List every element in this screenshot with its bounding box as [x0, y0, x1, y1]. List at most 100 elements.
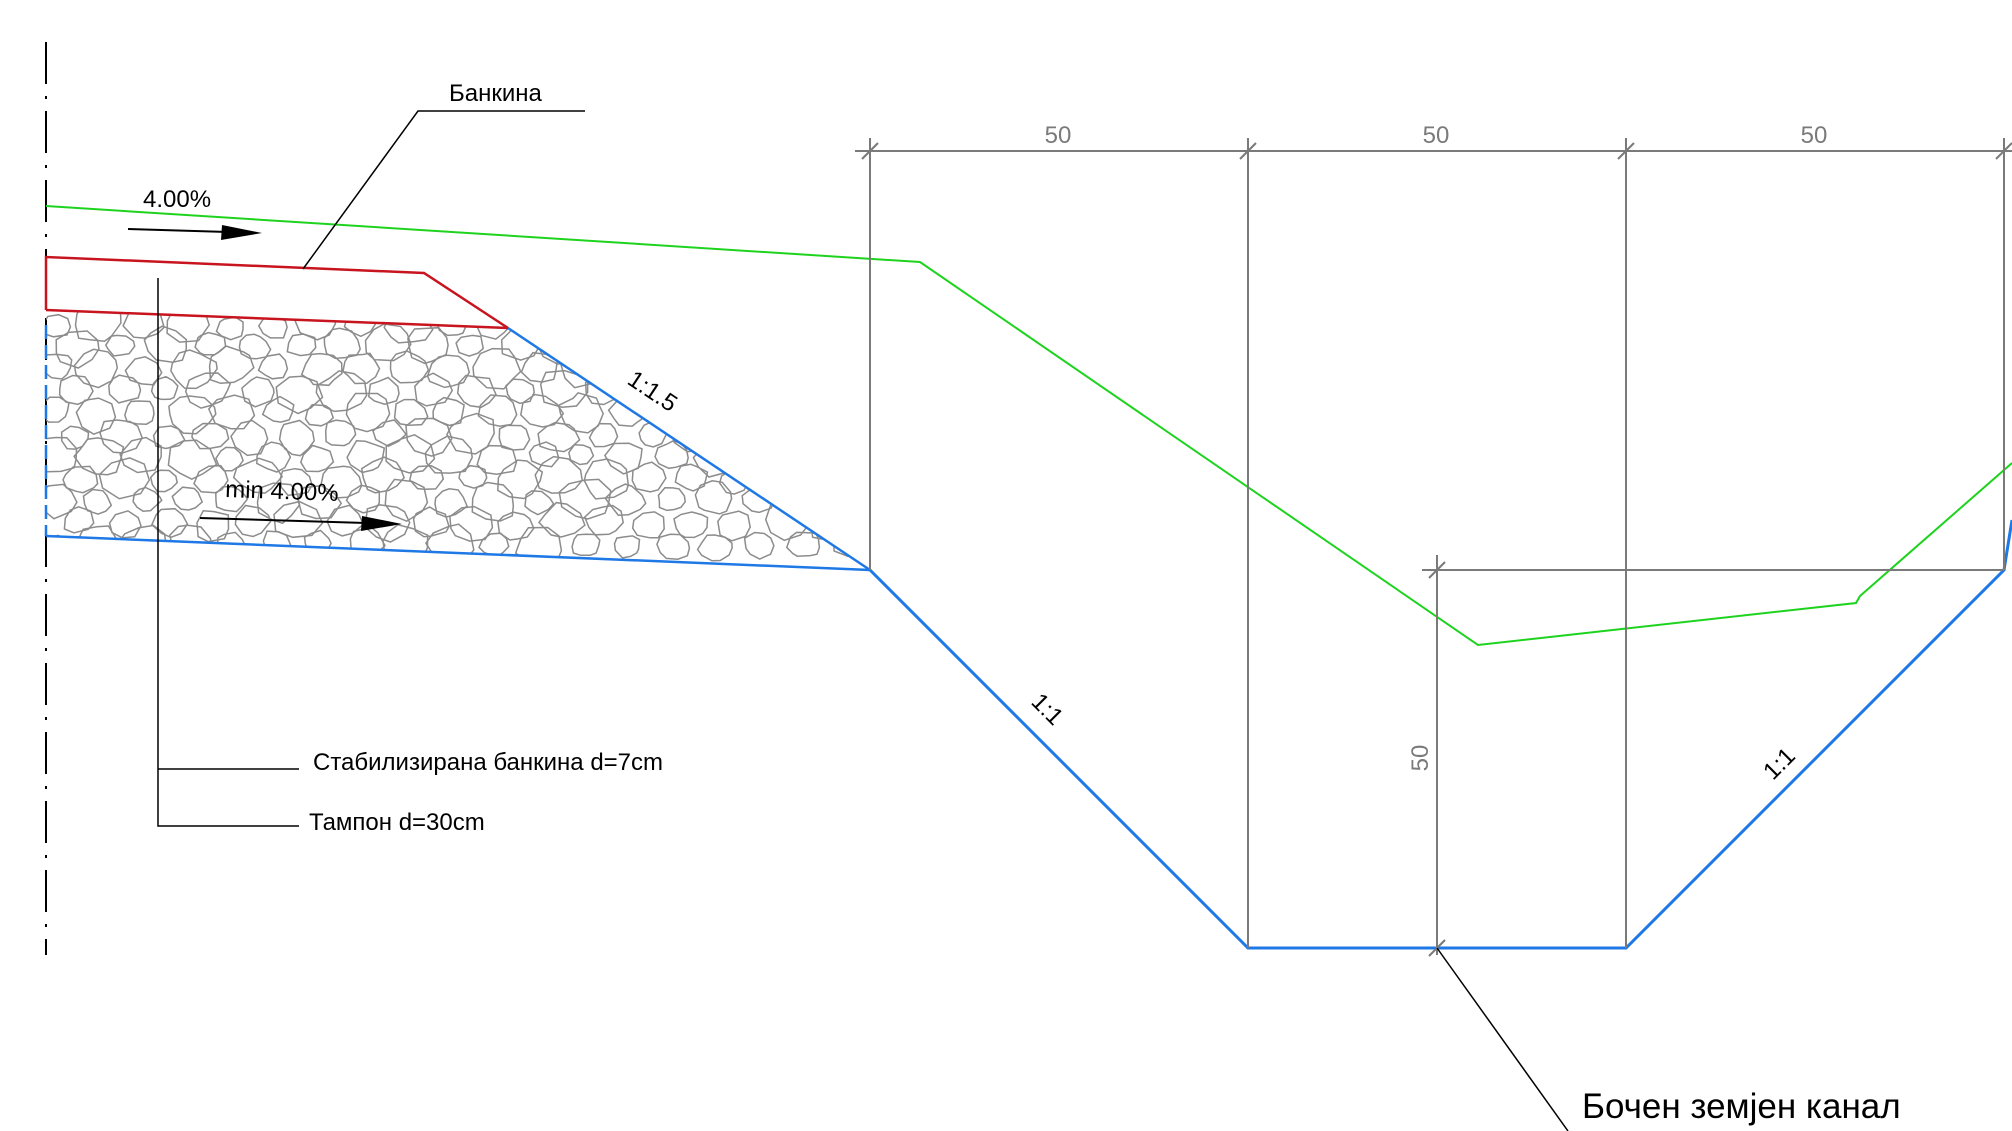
stone-shape	[766, 373, 802, 405]
stone-shape	[853, 337, 870, 363]
stone-shape	[1495, 311, 1524, 338]
stone-shape	[1044, 351, 1090, 388]
stone-shape	[878, 531, 908, 559]
stone-shape	[962, 356, 994, 382]
stone-shape	[1407, 531, 1440, 557]
stone-shape	[1613, 306, 1661, 345]
stone-shape	[234, 504, 272, 538]
stone-shape	[1358, 403, 1390, 427]
stone-shape	[75, 397, 117, 436]
stone-shape	[1397, 484, 1440, 517]
stone-shape	[62, 465, 99, 494]
stone-shape	[965, 493, 992, 516]
stone-shape	[1120, 468, 1154, 494]
stone-shape	[1044, 528, 1083, 560]
stone-shape	[1162, 381, 1189, 402]
stone-shape	[286, 333, 317, 357]
stone-shape	[1487, 348, 1532, 387]
stone-shape	[1364, 357, 1391, 379]
stone-shape	[717, 510, 751, 542]
stone-shape	[1250, 416, 1288, 450]
stone-shape	[405, 417, 453, 457]
stone-shape	[46, 353, 73, 380]
stone-shape	[1006, 395, 1045, 426]
stone-shape	[1296, 464, 1326, 491]
stone-shape	[1270, 311, 1301, 338]
stone-shape	[712, 325, 762, 367]
stone-shape	[1484, 483, 1529, 520]
stone-shape	[933, 507, 980, 542]
stone-shape	[845, 460, 870, 503]
stone-shape	[845, 369, 870, 409]
stone-shape	[1025, 510, 1061, 538]
stone-shape	[1468, 513, 1499, 537]
stone-shape	[571, 533, 601, 557]
stone-shape	[1289, 374, 1333, 410]
stone-shape	[1274, 399, 1313, 429]
stone-shape	[1526, 441, 1575, 478]
stone-shape	[982, 328, 1022, 362]
stone-shape	[256, 441, 292, 473]
stone-shape	[300, 352, 343, 387]
stone-shape	[1439, 304, 1482, 339]
stone-shape	[652, 352, 687, 383]
stone-shape	[514, 526, 563, 567]
slope-arrow-bottom-head	[361, 516, 402, 531]
stone-shape	[152, 425, 186, 450]
dimension-top-1: 50	[1045, 122, 1072, 149]
stone-shape	[673, 511, 709, 539]
stone-shape	[1111, 504, 1156, 540]
stone-shape	[1624, 446, 1657, 470]
stone-shape	[1152, 460, 1197, 495]
stone-shape	[764, 503, 811, 542]
stone-shape	[1710, 404, 1740, 427]
slope-arrow-top-head	[221, 225, 262, 240]
stone-shape	[1003, 526, 1044, 560]
stone-shape	[1217, 396, 1264, 434]
stone-shape	[472, 347, 522, 390]
stone-shape	[1333, 416, 1371, 450]
stone-shape	[1664, 352, 1700, 385]
stone-shape	[718, 371, 765, 408]
slope-bottom-label: min 4.00%	[225, 476, 339, 507]
stone-shape	[303, 529, 332, 554]
stone-shape	[1096, 444, 1126, 472]
stone-shape	[150, 375, 179, 401]
stone-shape	[613, 535, 641, 559]
stone-shape	[1377, 464, 1420, 500]
stone-shape	[60, 425, 90, 450]
stone-shape	[1512, 424, 1546, 451]
stone-shape	[1577, 485, 1621, 521]
stone-shape	[1402, 351, 1443, 388]
stone-shape	[1030, 422, 1058, 445]
stone-shape	[1160, 419, 1199, 451]
stone-shape	[1243, 501, 1290, 539]
stone-shape	[633, 333, 668, 365]
stone-shape	[1139, 530, 1170, 557]
stone-shape	[1117, 329, 1154, 362]
stone-shape	[232, 457, 284, 494]
stone-shape	[1709, 360, 1742, 386]
stone-shape	[296, 484, 343, 520]
stone-shape	[922, 536, 953, 560]
stone-shape	[1357, 484, 1400, 520]
stone-shape	[1273, 358, 1302, 384]
stone-shape	[741, 400, 774, 426]
stone-shape	[830, 352, 870, 387]
stone-shape	[1175, 395, 1223, 432]
stone-shape	[1097, 399, 1137, 432]
stone-shape	[1577, 308, 1611, 338]
stone-shape	[1647, 420, 1675, 443]
stone-shape	[408, 465, 445, 490]
stone-shape	[788, 355, 818, 381]
stone-shape	[1142, 446, 1170, 469]
stone-shape	[765, 420, 798, 449]
stone-shape	[1386, 377, 1414, 400]
stone-shape	[1223, 486, 1262, 517]
stone-shape	[560, 351, 602, 389]
stone-shape	[692, 441, 736, 478]
stone-shape	[1655, 307, 1709, 346]
stone-shape	[278, 419, 315, 457]
stone-shape	[424, 523, 475, 565]
